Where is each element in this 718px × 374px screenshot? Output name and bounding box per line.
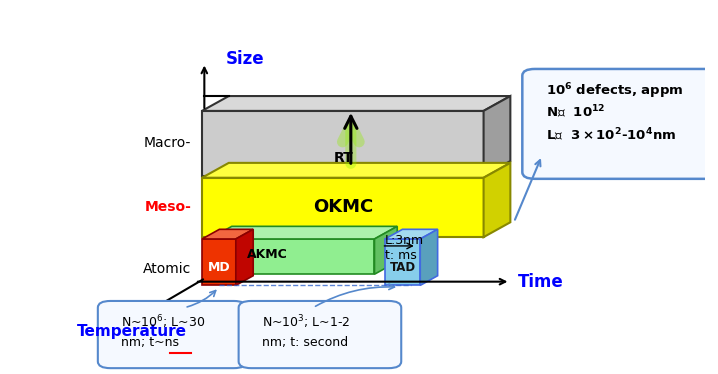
Bar [202,178,484,237]
FancyBboxPatch shape [238,301,401,368]
Polygon shape [420,229,438,285]
Text: $\mathbf{10^6}$ defects, appm: $\mathbf{10^6}$ defects, appm [546,81,683,101]
Text: TAD: TAD [390,261,416,274]
Text: Meso-: Meso- [144,200,192,214]
Polygon shape [375,226,397,274]
Bar [202,111,484,176]
Text: Atomic: Atomic [143,262,192,276]
Bar [385,239,420,285]
Polygon shape [484,96,510,176]
Text: Temperature: Temperature [77,324,187,339]
Polygon shape [209,226,397,239]
Text: N~$10^3$; L~1-2
nm; t: second: N~$10^3$; L~1-2 nm; t: second [262,313,350,349]
Text: AKMC: AKMC [246,248,287,261]
Text: RT: RT [334,151,354,165]
Text: N~$10^6$; L~30
nm; t~ns: N~$10^6$; L~30 nm; t~ns [121,313,205,349]
Polygon shape [202,229,253,239]
Text: OKMC: OKMC [312,199,373,217]
Polygon shape [202,163,510,178]
Text: L：  $\mathbf{3\times10^2}$-$\mathbf{10^4}$nm: L： $\mathbf{3\times10^2}$-$\mathbf{10^4}… [546,126,676,142]
Text: L:3nm
t: ms: L:3nm t: ms [385,234,424,262]
Bar [209,239,375,274]
FancyBboxPatch shape [98,301,246,368]
Polygon shape [202,96,510,111]
Polygon shape [385,229,438,239]
FancyBboxPatch shape [522,69,718,179]
Text: Macro-: Macro- [144,137,192,150]
Text: N：  $\mathbf{10^{12}}$: N： $\mathbf{10^{12}}$ [546,104,605,120]
Bar [202,239,236,285]
Text: Time: Time [518,273,563,291]
Polygon shape [484,163,510,237]
Text: Size: Size [225,50,264,68]
Polygon shape [236,229,253,285]
Text: MD: MD [208,261,230,274]
